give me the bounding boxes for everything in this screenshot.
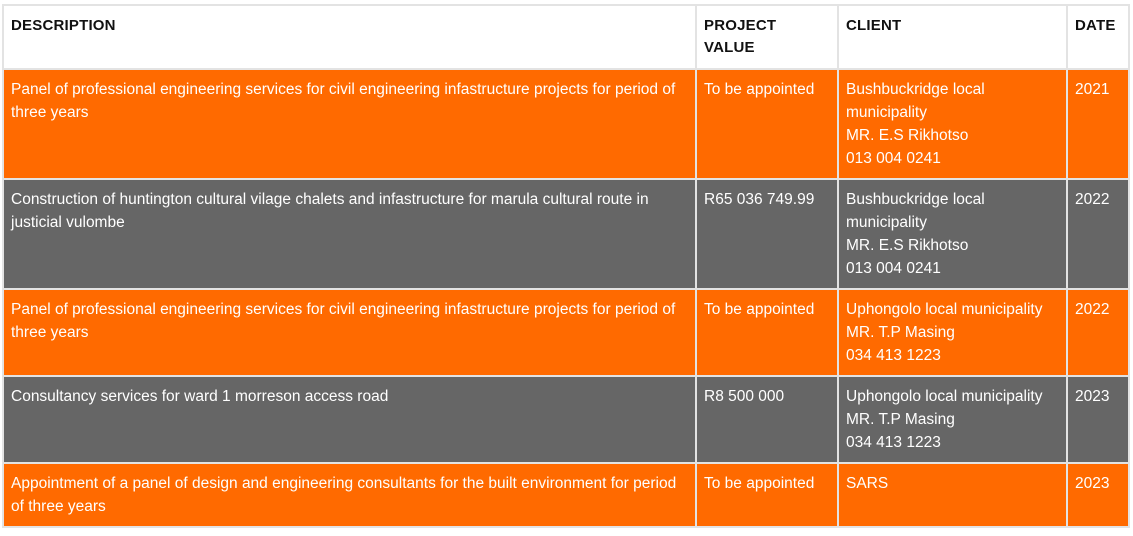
date-text: 2023 bbox=[1075, 388, 1110, 405]
header-client-label: CLIENT bbox=[846, 17, 902, 34]
table-row: Appointment of a panel of design and eng… bbox=[2, 462, 1130, 528]
date-text: 2021 bbox=[1075, 81, 1110, 98]
header-project-value: PROJECT VALUE bbox=[695, 4, 839, 70]
date-text: 2023 bbox=[1075, 475, 1110, 492]
cell-date: 2023 bbox=[1066, 462, 1130, 528]
client-phone: 034 413 1223 bbox=[846, 347, 941, 364]
client-phone: 013 004 0241 bbox=[846, 260, 941, 277]
client-line: municipality bbox=[846, 214, 927, 231]
client-phone: 034 413 1223 bbox=[846, 434, 941, 451]
header-description-label: DESCRIPTION bbox=[11, 17, 116, 34]
cell-client: Bushbuckridge local municipality MR. E.S… bbox=[837, 178, 1068, 290]
table-header-row: DESCRIPTION PROJECT VALUE CLIENT DATE bbox=[2, 4, 1130, 70]
cell-project-value: To be appointed bbox=[695, 68, 839, 180]
cell-date: 2023 bbox=[1066, 375, 1130, 464]
header-date: DATE bbox=[1066, 4, 1130, 70]
header-project-value-label-line2: VALUE bbox=[704, 39, 755, 56]
cell-client: Uphongolo local municipality MR. T.P Mas… bbox=[837, 288, 1068, 377]
table-row: Construction of huntington cultural vila… bbox=[2, 178, 1130, 290]
cell-project-value: R8 500 000 bbox=[695, 375, 839, 464]
client-phone: 013 004 0241 bbox=[846, 150, 941, 167]
client-line: Uphongolo local municipality bbox=[846, 388, 1043, 405]
cell-client: SARS bbox=[837, 462, 1068, 528]
header-project-value-label-line1: PROJECT bbox=[704, 17, 777, 34]
header-description: DESCRIPTION bbox=[2, 4, 697, 70]
project-value-text: To be appointed bbox=[704, 475, 815, 492]
cell-project-value: R65 036 749.99 bbox=[695, 178, 839, 290]
cell-description: Consultancy services for ward 1 morreson… bbox=[2, 375, 697, 464]
header-client: CLIENT bbox=[837, 4, 1068, 70]
cell-description: Panel of professional engineering servic… bbox=[2, 288, 697, 377]
header-date-label: DATE bbox=[1075, 17, 1116, 34]
cell-project-value: To be appointed bbox=[695, 288, 839, 377]
cell-description: Panel of professional engineering servic… bbox=[2, 68, 697, 180]
client-line: municipality bbox=[846, 104, 927, 121]
project-value-text: To be appointed bbox=[704, 81, 815, 98]
project-value-text: R8 500 000 bbox=[704, 388, 785, 405]
table-row: Panel of professional engineering servic… bbox=[2, 68, 1130, 180]
cell-date: 2022 bbox=[1066, 288, 1130, 377]
cell-description: Construction of huntington cultural vila… bbox=[2, 178, 697, 290]
table-row: Consultancy services for ward 1 morreson… bbox=[2, 375, 1130, 464]
description-text: Panel of professional engineering servic… bbox=[11, 301, 676, 341]
cell-client: Bushbuckridge local municipality MR. E.S… bbox=[837, 68, 1068, 180]
description-text: Construction of huntington cultural vila… bbox=[11, 191, 649, 231]
description-text: Consultancy services for ward 1 morreson… bbox=[11, 388, 389, 405]
projects-table: DESCRIPTION PROJECT VALUE CLIENT DATE Pa… bbox=[2, 4, 1130, 528]
client-contact-name: MR. T.P Masing bbox=[846, 411, 955, 428]
client-contact-name: MR. T.P Masing bbox=[846, 324, 955, 341]
cell-date: 2021 bbox=[1066, 68, 1130, 180]
client-line: Uphongolo local municipality bbox=[846, 301, 1043, 318]
cell-description: Appointment of a panel of design and eng… bbox=[2, 462, 697, 528]
cell-date: 2022 bbox=[1066, 178, 1130, 290]
client-line: SARS bbox=[846, 475, 889, 492]
project-value-text: R65 036 749.99 bbox=[704, 191, 815, 208]
client-line: Bushbuckridge local bbox=[846, 81, 985, 98]
cell-project-value: To be appointed bbox=[695, 462, 839, 528]
description-text: Panel of professional engineering servic… bbox=[11, 81, 676, 121]
client-line: Bushbuckridge local bbox=[846, 191, 985, 208]
description-text: Appointment of a panel of design and eng… bbox=[11, 475, 677, 515]
date-text: 2022 bbox=[1075, 191, 1110, 208]
table-row: Panel of professional engineering servic… bbox=[2, 288, 1130, 377]
client-contact-name: MR. E.S Rikhotso bbox=[846, 127, 969, 144]
date-text: 2022 bbox=[1075, 301, 1110, 318]
project-value-text: To be appointed bbox=[704, 301, 815, 318]
cell-client: Uphongolo local municipality MR. T.P Mas… bbox=[837, 375, 1068, 464]
client-contact-name: MR. E.S Rikhotso bbox=[846, 237, 969, 254]
